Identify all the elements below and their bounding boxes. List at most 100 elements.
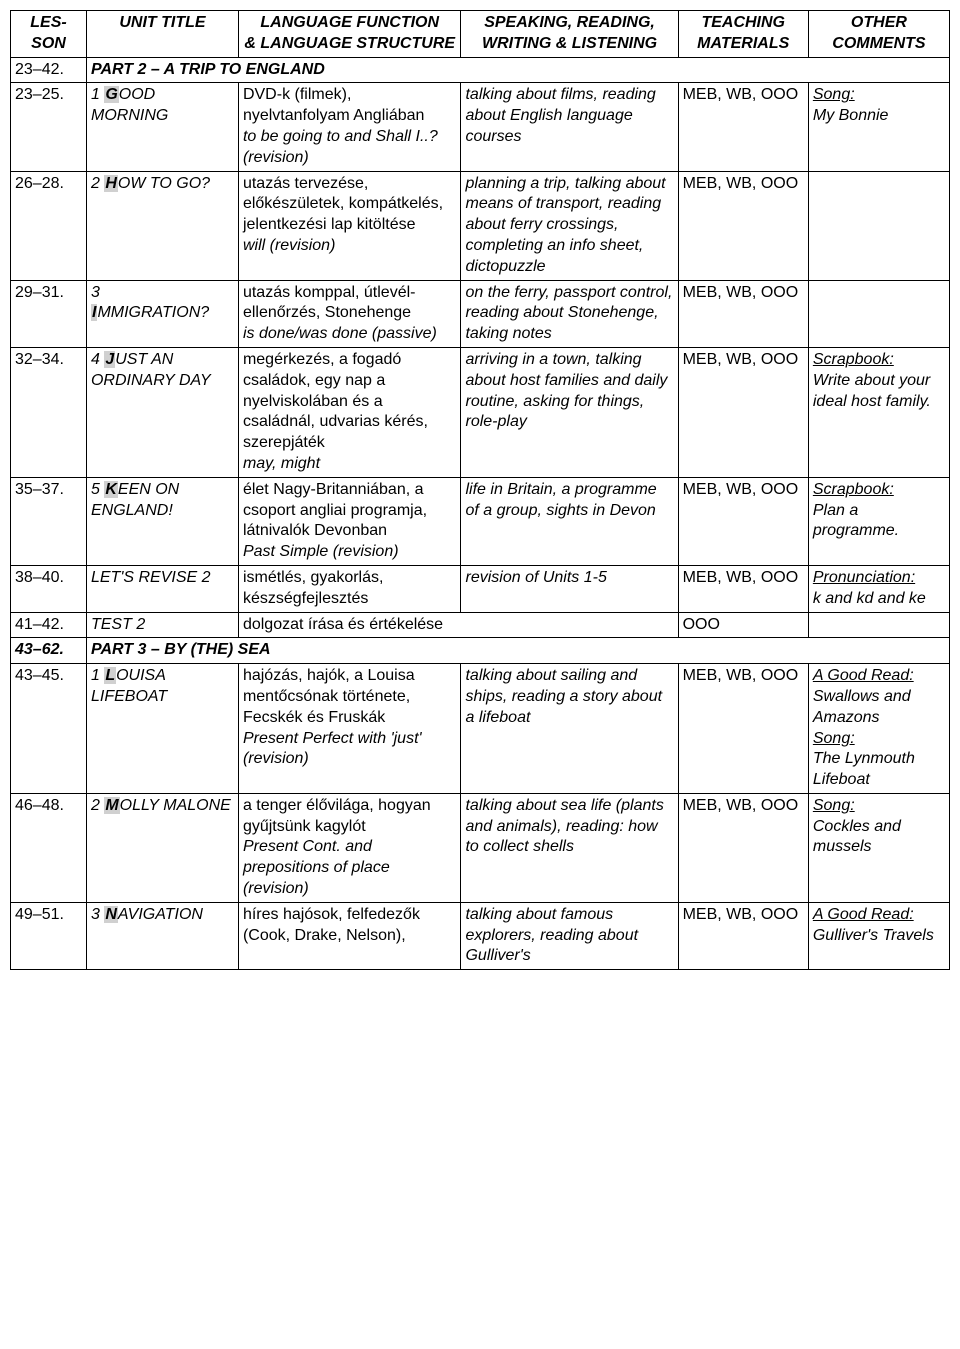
unit-post: OW TO GO? [118,175,210,192]
unit-highlight: G [104,86,118,103]
unit-post: AVIGATION [118,906,203,923]
part-title: PART 2 – A TRIP TO ENGLAND [86,57,949,83]
unit-highlight: M [104,797,119,814]
part-title: PART 3 – BY (THE) SEA [86,638,949,664]
other-text: Gulliver's Travels [813,927,934,944]
header-text: MATERIALS [697,35,789,52]
func-plain: utazás komppal, útlevél-ellenőrzés, Ston… [243,284,416,322]
function-cell: utazás tervezése, előkészületek, kompátk… [238,171,461,280]
lesson-cell: 23–25. [11,83,87,171]
lesson-cell: 43–45. [11,664,87,794]
table-row: 38–40. LET'S REVISE 2 ismétlés, gyakorlá… [11,565,950,612]
other-text: Cockles and mussels [813,818,901,856]
materials-cell: MEB, WB, OOO [678,664,808,794]
func-structure: Present Cont. and prepositions of place … [243,838,390,897]
skills-cell: arriving in a town, talking about host f… [461,347,678,477]
func-structure: will (revision) [243,237,335,254]
table-row: 23–25. 1 GOOD MORNING DVD-k (filmek), ny… [11,83,950,171]
materials-cell: MEB, WB, OOO [678,477,808,565]
unit-pre: 4 [91,351,104,368]
function-cell: hajózás, hajók, a Louisa mentőcsónak tör… [238,664,461,794]
func-plain: a tenger élővilága, hogyan gyűjtsünk kag… [243,797,431,835]
unit-highlight: K [104,481,118,498]
func-plain: hajózás, hajók, a Louisa mentőcsónak tör… [243,667,415,726]
unit-pre: 5 [91,481,104,498]
unit-pre: 3 [91,284,100,301]
unit-cell: LET'S REVISE 2 [86,565,238,612]
materials-cell: MEB, WB, OOO [678,83,808,171]
table-row: 43–45. 1 LOUISA LIFEBOAT hajózás, hajók,… [11,664,950,794]
header-text: & LANGUAGE STRUCTURE [244,35,455,52]
unit-pre: 1 [91,86,104,103]
func-plain: élet Nagy-Britanniában, a csoport anglia… [243,481,427,540]
lesson-cell: 35–37. [11,477,87,565]
other-cell [808,612,949,638]
other-cell: A Good Read: Gulliver's Travels [808,902,949,969]
header-text: LANGUAGE FUNCTION [260,14,439,31]
unit-cell: 3 NAVIGATION [86,902,238,969]
function-cell: híres hajósok, felfedezők (Cook, Drake, … [238,902,461,969]
other-heading: Song: [813,730,855,747]
header-function: LANGUAGE FUNCTION & LANGUAGE STRUCTURE [238,11,461,58]
part3-header-row: 43–62. PART 3 – BY (THE) SEA [11,638,950,664]
materials-cell: OOO [678,612,808,638]
skills-cell: planning a trip, talking about means of … [461,171,678,280]
materials-cell: MEB, WB, OOO [678,171,808,280]
other-heading: Pronunciation: [813,569,915,586]
header-unit: UNIT TITLE [86,11,238,58]
lesson-cell: 43–62. [11,638,87,664]
header-other: OTHER COMMENTS [808,11,949,58]
materials-cell: MEB, WB, OOO [678,565,808,612]
skills-cell: talking about famous explorers, reading … [461,902,678,969]
unit-pre: 3 [91,906,104,923]
func-plain: utazás tervezése, előkészületek, kompátk… [243,175,443,234]
header-text: TEACHING [701,14,785,31]
header-text: OTHER [851,14,907,31]
lesson-cell: 23–42. [11,57,87,83]
lesson-cell: 46–48. [11,793,87,902]
skills-cell: life in Britain, a programme of a group,… [461,477,678,565]
func-plain: DVD-k (filmek), nyelvtanfolyam Angliában [243,86,424,124]
unit-highlight: N [104,906,118,923]
table-row: 35–37. 5 KEEN ON ENGLAND! élet Nagy-Brit… [11,477,950,565]
function-cell: utazás komppal, útlevél-ellenőrzés, Ston… [238,280,461,347]
function-cell: megérkezés, a fogadó családok, egy nap a… [238,347,461,477]
function-cell: a tenger élővilága, hogyan gyűjtsünk kag… [238,793,461,902]
header-text: LES- [30,14,66,31]
func-structure: may, might [243,455,320,472]
func-structure: Past Simple (revision) [243,543,399,560]
header-materials: TEACHING MATERIALS [678,11,808,58]
function-cell: DVD-k (filmek), nyelvtanfolyam Angliában… [238,83,461,171]
func-structure: Present Perfect with 'just' (revision) [243,730,422,768]
other-cell: Song: Cockles and mussels [808,793,949,902]
func-structure: to be going to and Shall I..? (revision) [243,128,438,166]
header-text: COMMENTS [832,35,925,52]
header-skills: SPEAKING, READING, WRITING & LISTENING [461,11,678,58]
other-text: k and kd and ke [813,590,926,607]
table-row: 26–28. 2 HOW TO GO? utazás tervezése, el… [11,171,950,280]
function-cell: dolgozat írása és értékelése [238,612,678,638]
table-row: 41–42. TEST 2 dolgozat írása és értékelé… [11,612,950,638]
table-row: 29–31. 3 IMMIGRATION? utazás komppal, út… [11,280,950,347]
table-row: 46–48. 2 MOLLY MALONE a tenger élővilága… [11,793,950,902]
lesson-cell: 49–51. [11,902,87,969]
header-text: UNIT TITLE [119,14,205,31]
other-heading: A Good Read: [813,667,914,684]
header-lesson: LES- SON [11,11,87,58]
other-text: My Bonnie [813,107,889,124]
header-text: SON [31,35,66,52]
other-text: Plan a programme. [813,502,899,540]
lesson-cell: 32–34. [11,347,87,477]
unit-post: MMIGRATION? [97,304,209,321]
unit-highlight: L [104,667,116,684]
syllabus-table: LES- SON UNIT TITLE LANGUAGE FUNCTION & … [10,10,950,970]
skills-cell: on the ferry, passport control, reading … [461,280,678,347]
materials-cell: MEB, WB, OOO [678,902,808,969]
func-structure: is done/was done (passive) [243,325,437,342]
other-cell: Scrapbook: Write about your ideal host f… [808,347,949,477]
lesson-cell: 29–31. [11,280,87,347]
table-row: 32–34. 4 JUST AN ORDINARY DAY megérkezés… [11,347,950,477]
header-row: LES- SON UNIT TITLE LANGUAGE FUNCTION & … [11,11,950,58]
header-text: SPEAKING, READING, [484,14,655,31]
unit-post: OLLY MALONE [120,797,231,814]
